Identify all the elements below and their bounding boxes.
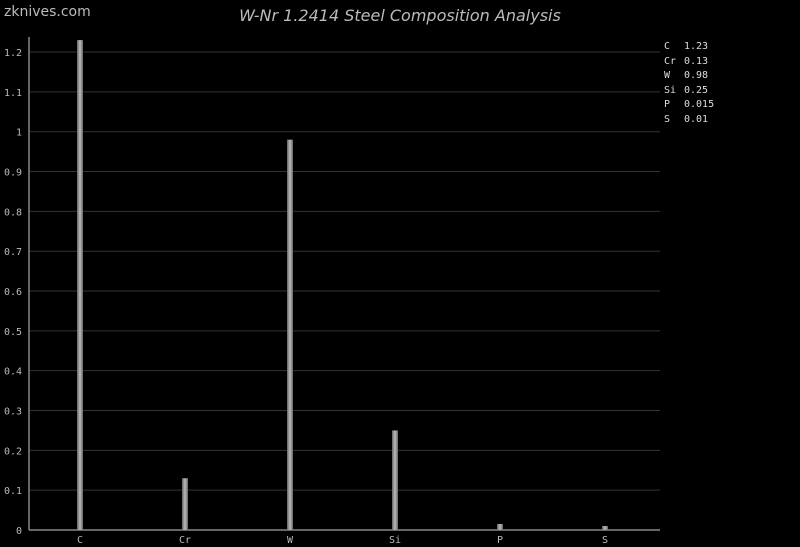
watermark: zknives.com — [4, 4, 91, 20]
legend-element: S — [664, 113, 671, 125]
y-tick-label: 0.4 — [4, 367, 22, 378]
legend-value: 0.015 — [684, 99, 715, 111]
legend-element: C — [664, 41, 671, 52]
bar-cr — [182, 478, 188, 530]
bar-w — [287, 139, 293, 530]
legend-element: W — [664, 70, 671, 82]
y-tick-label: 0.6 — [4, 287, 22, 298]
y-tick-label: 0.1 — [4, 486, 22, 497]
legend-entry: Si 0.25 — [664, 84, 714, 99]
x-tick-label: P — [497, 535, 503, 546]
x-tick-label: Cr — [179, 535, 191, 546]
x-tick-label: S — [602, 535, 608, 546]
legend-entry: C 1.23 — [664, 40, 714, 55]
legend-entry: P 0.015 — [664, 98, 714, 113]
y-tick-label: 0.5 — [4, 327, 22, 338]
y-tick-label: 0.3 — [4, 407, 22, 418]
y-tick-label: 0.7 — [4, 247, 22, 258]
legend-value: 1.23 — [684, 41, 709, 52]
legend-entry: W 0.98 — [664, 69, 714, 84]
x-tick-label: Si — [389, 535, 401, 546]
y-tick-label: 0.2 — [4, 446, 22, 457]
y-tick-label: 1 — [16, 128, 22, 139]
bar-p — [497, 524, 503, 530]
bar-si — [392, 430, 398, 530]
legend-element: Si — [664, 84, 677, 96]
legend-value: 0.13 — [684, 55, 709, 67]
legend-element: P — [664, 99, 671, 111]
x-tick-label: C — [77, 535, 83, 546]
legend-value: 0.01 — [684, 113, 709, 125]
y-tick-label: 1.2 — [4, 48, 22, 59]
legend-value: 0.25 — [684, 84, 709, 96]
chart-title: W-Nr 1.2414 Steel Composition Analysis — [239, 6, 561, 25]
bar-s — [602, 526, 608, 530]
legend-value: 0.98 — [684, 70, 709, 82]
y-tick-label: 0.9 — [4, 168, 22, 179]
y-tick-label: 1.1 — [4, 88, 22, 99]
bar-c — [77, 40, 83, 530]
y-tick-label: 0 — [16, 526, 22, 537]
legend-entry: S 0.01 — [664, 113, 714, 128]
legend-entry: Cr 0.13 — [664, 55, 714, 70]
legend: C 1.23 Cr 0.13 W 0.98 Si 0.25 P 0.015 S 0.01 — [664, 40, 714, 128]
y-tick-label: 0.8 — [4, 207, 22, 218]
legend-element: Cr — [664, 55, 677, 67]
x-tick-label: W — [287, 535, 294, 546]
